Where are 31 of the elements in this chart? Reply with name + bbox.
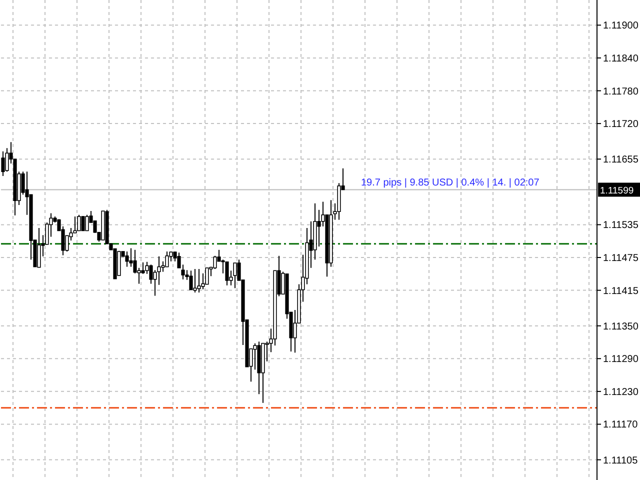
candlestick: [213, 255, 217, 270]
y-tick-label: 1.11105: [603, 455, 638, 466]
candlestick: [141, 262, 145, 274]
candlestick: [189, 270, 193, 290]
y-tick-label: 1.11170: [603, 420, 638, 431]
annotation: 19.7 pips | 9.85 USD | 0.4% | 14. | 02:07: [361, 178, 540, 189]
candlestick: [197, 268, 201, 293]
candlestick: [253, 342, 257, 370]
y-tick-label: 1.11415: [603, 286, 639, 297]
candlestick: [81, 215, 85, 232]
y-tick-label: 1.11900: [603, 20, 639, 32]
candlestick: [1, 150, 5, 177]
y-tick-label: 1.11720: [603, 119, 639, 130]
ref-line-label: 1.11599: [600, 186, 634, 197]
y-tick-label: 1.11290: [603, 354, 639, 366]
candlestick: [233, 262, 237, 289]
candlestick: [225, 261, 229, 286]
candlestick: [85, 214, 89, 232]
y-tick-label: 1.11230: [603, 386, 639, 398]
candlestick: [205, 267, 209, 285]
candlestick: [193, 268, 197, 293]
y-tick-label: 1.11655: [603, 154, 639, 166]
y-tick-label: 1.11780: [603, 86, 639, 98]
candlestick: [165, 250, 169, 268]
candlestick: [77, 214, 81, 232]
y-tick-label: 1.11475: [603, 252, 639, 264]
y-tick-label: 1.11350: [603, 321, 639, 332]
y-tick-label: 1.11840: [603, 53, 639, 64]
candlestick: [37, 227, 41, 268]
candlestick: [125, 250, 129, 268]
y-tick-label: 1.11535: [603, 220, 639, 232]
